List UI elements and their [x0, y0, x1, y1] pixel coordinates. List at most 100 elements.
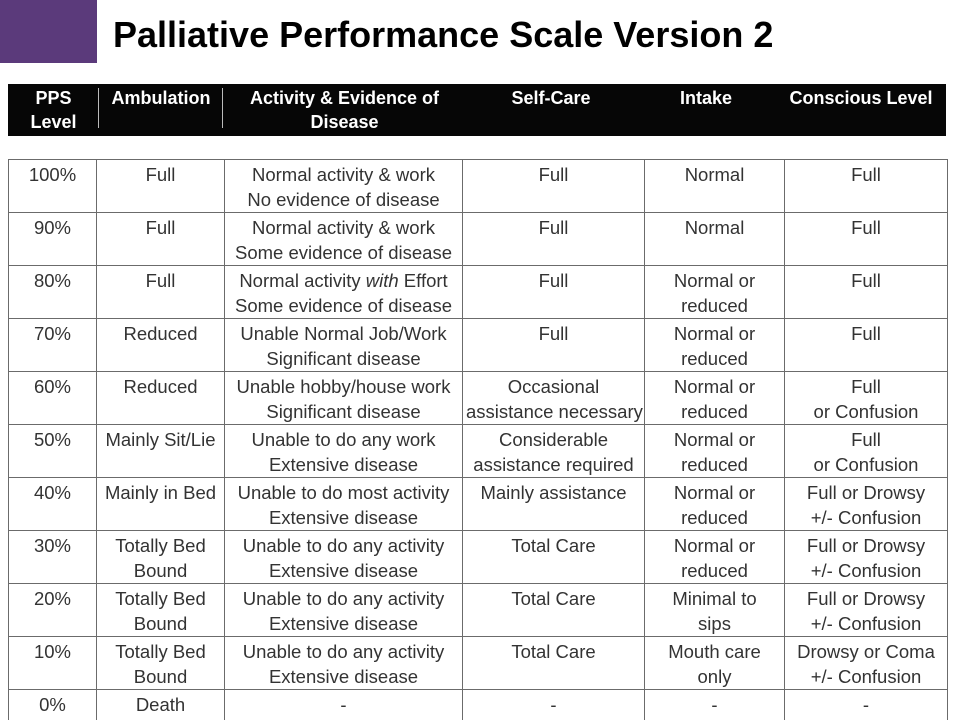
cell-line: Full or Drowsy [806, 588, 926, 609]
table-row: 90% Full Normal activity & work Some eviden… [8, 212, 948, 266]
ambulation-cell: Mainly in Bed [96, 477, 225, 531]
table-row: 40% Mainly in Bed Unable to do most activi… [8, 477, 948, 531]
header-pps-level: PPS Level [8, 84, 99, 136]
cell-line: 50% [33, 429, 72, 450]
page-title: Palliative Performance Scale Version 2 [113, 14, 774, 55]
cell-line: 10% [33, 641, 72, 662]
cell-line: Full [851, 270, 881, 291]
cell-line: - [711, 694, 718, 715]
conscious-level-cell: Full [784, 212, 948, 266]
table-row: 100% Full Normal activity & work No evidenc… [8, 159, 948, 213]
activity-cell: Normal activity & work No evidence of dis… [224, 159, 463, 213]
conscious-level-cell: Full or Drowsy +/- Confusion [784, 477, 948, 531]
cell-line: Mainly Sit/Lie [105, 429, 216, 450]
self-care-cell: Full [462, 265, 645, 319]
pps-level-cell: 100% [8, 159, 97, 213]
conscious-level-cell: Full or Drowsy +/- Confusion [784, 530, 948, 584]
intake-cell: Normal or reduced [644, 265, 785, 319]
cell-line: Normal or [673, 482, 756, 503]
ambulation-cell: Reduced [96, 318, 225, 372]
intake-cell: Normal or reduced [644, 477, 785, 531]
header-line: Disease [310, 112, 379, 132]
table-row: 20% Totally Bed Bound Unable to do any acti… [8, 583, 948, 637]
cell-line: reduced [681, 454, 748, 475]
cell-line: - [550, 694, 557, 715]
cell-line: Full [145, 164, 176, 185]
cell-line: reduced [681, 295, 748, 316]
pps-table: 100% Full Normal activity & work No evidenc… [8, 159, 948, 720]
self-care-cell: - [462, 689, 645, 720]
cell-line: +/- Confusion [810, 666, 922, 687]
intake-cell: - [644, 689, 785, 720]
cell-line: +/- Confusion [810, 560, 922, 581]
intake-cell: Minimal to sips [644, 583, 785, 637]
cell-line: Unable to do any activity [242, 588, 445, 609]
cell-line: Unable to do any activity [242, 641, 445, 662]
intake-cell: Normal or reduced [644, 424, 785, 478]
cell-line: reduced [681, 348, 748, 369]
cell-line: Minimal to [672, 588, 757, 609]
cell-line: Bound [133, 613, 188, 634]
cell-line: reduced [681, 507, 748, 528]
pps-level-cell: 70% [8, 318, 97, 372]
table-row: 80% Full Normal activity with Effort Some e… [8, 265, 948, 319]
cell-line: +/- Confusion [810, 507, 922, 528]
cell-line: Extensive disease [268, 454, 419, 475]
cell-line: Full [851, 376, 881, 397]
cell-line: 70% [33, 323, 72, 344]
cell-line: Full [145, 217, 176, 238]
intake-cell: Normal or reduced [644, 371, 785, 425]
pps-level-cell: 60% [8, 371, 97, 425]
ambulation-cell: Mainly Sit/Lie [96, 424, 225, 478]
table-row: 70% Reduced Unable Normal Job/Work Signific… [8, 318, 948, 372]
cell-line: Full or Drowsy [806, 482, 926, 503]
cell-line: Death [135, 694, 186, 715]
cell-line: Totally Bed [115, 641, 206, 662]
intake-cell: Normal [644, 159, 785, 213]
header-self-care: Self-Care [466, 84, 636, 136]
cell-line: Bound [133, 666, 188, 687]
self-care-cell: Total Care [462, 583, 645, 637]
cell-line: Significant disease [266, 401, 421, 422]
cell-line: or Confusion [813, 454, 919, 475]
ambulation-cell: Totally Bed Bound [96, 530, 225, 584]
ambulation-cell: Totally Bed Bound [96, 583, 225, 637]
pps-level-cell: 80% [8, 265, 97, 319]
cell-line: 40% [33, 482, 72, 503]
cell-line: Mainly in Bed [104, 482, 217, 503]
table-body: 100% Full Normal activity & work No evidenc… [8, 159, 948, 720]
cell-line: Normal [684, 164, 745, 185]
cell-line: Extensive disease [268, 560, 419, 581]
pps-level-cell: 30% [8, 530, 97, 584]
table-header: PPS Level Ambulation Activity & Evidence… [8, 84, 946, 136]
cell-line: Totally Bed [115, 588, 206, 609]
ambulation-cell: Full [96, 212, 225, 266]
activity-cell: Unable to do any activity Extensive disea… [224, 636, 463, 690]
table-row: 60% Reduced Unable hobby/house work Signifi… [8, 371, 948, 425]
activity-cell: Unable hobby/house work Significant disea… [224, 371, 463, 425]
header-line: Activity & Evidence of [249, 88, 440, 108]
cell-line: 60% [33, 376, 72, 397]
header-activity: Activity & Evidence of Disease [223, 84, 466, 136]
cell-line: Mouth care [668, 641, 761, 662]
cell-line: Unable to do any work [251, 429, 436, 450]
cell-line: assistance necessary [466, 401, 643, 422]
cell-line: Full or Drowsy [806, 535, 926, 556]
cell-line: Normal activity & work [252, 164, 435, 185]
cell-line: Extensive disease [268, 613, 419, 634]
cell-line: Total Care [511, 641, 596, 662]
intake-cell: Mouth care only [644, 636, 785, 690]
cell-line: Some evidence of disease [235, 295, 452, 316]
cell-line: - [862, 694, 870, 715]
accent-block [0, 0, 97, 63]
cell-line: Extensive disease [268, 666, 419, 687]
header-line: Intake [679, 88, 733, 108]
cell-line: Normal [684, 217, 745, 238]
header-line: Level [30, 112, 77, 132]
header-intake: Intake [636, 84, 776, 136]
cell-line: Normal or [673, 376, 756, 397]
cell-line: Full [145, 270, 176, 291]
cell-line: Full [851, 217, 881, 238]
ambulation-cell: Full [96, 159, 225, 213]
cell-line: Some evidence of disease [235, 242, 452, 263]
